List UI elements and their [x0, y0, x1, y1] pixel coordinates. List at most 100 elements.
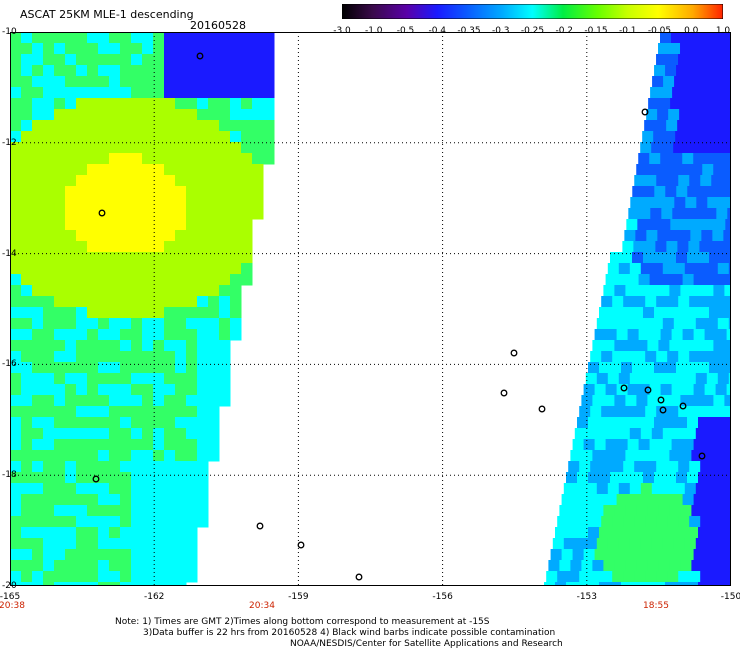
west-swath-cell [153, 340, 165, 352]
west-swath-cell [43, 175, 55, 187]
west-swath-cell [164, 197, 176, 209]
latitude-label: -18 [2, 470, 17, 481]
east-swath-cell [647, 395, 659, 407]
west-swath-cell [153, 252, 165, 264]
east-swath-cell [652, 76, 664, 88]
colorbar-tick-label: -0.05 [647, 26, 672, 36]
east-swath-cell [682, 439, 695, 451]
west-swath-cell [76, 274, 88, 286]
west-swath-cell [208, 307, 220, 319]
west-swath-cell [153, 516, 165, 528]
west-swath-cell [153, 318, 165, 330]
east-swath-cell [579, 406, 591, 418]
east-swath-cell [603, 505, 615, 517]
west-swath-cell [197, 285, 209, 297]
east-swath-cell [692, 219, 704, 231]
east-swath-cell [693, 384, 706, 396]
east-swath-cell [683, 87, 695, 99]
east-swath-cell [725, 219, 731, 231]
west-swath-cell [131, 450, 143, 462]
east-swath-cell [664, 131, 676, 143]
east-swath-cell [618, 428, 631, 440]
west-swath-cell [197, 109, 209, 121]
west-swath-cell [142, 142, 154, 154]
east-swath-cell [728, 428, 731, 440]
west-swath-cell [197, 241, 209, 253]
west-swath-cell [10, 285, 22, 297]
east-swath-cell [726, 439, 731, 451]
west-swath-cell [186, 461, 198, 473]
east-swath-cell [662, 428, 675, 440]
east-swath-cell [590, 461, 602, 473]
east-swath-cell [636, 560, 648, 572]
west-swath-cell [65, 505, 77, 517]
west-swath-cell [175, 43, 187, 55]
longitude-label: -159 [288, 592, 309, 602]
west-swath-cell [21, 450, 33, 462]
east-swath-cell [693, 274, 706, 286]
west-swath-cell [131, 439, 143, 451]
east-swath-cell [667, 175, 679, 187]
east-swath-cell [724, 505, 731, 517]
east-swath-cell [643, 362, 655, 374]
west-swath-cell [241, 142, 253, 154]
west-swath-cell [219, 131, 231, 143]
east-swath-cell [581, 505, 593, 517]
west-swath-cell [76, 197, 88, 209]
west-swath-cell [10, 362, 22, 374]
west-swath-cell [120, 450, 132, 462]
west-swath-cell [76, 252, 88, 264]
west-swath-cell [142, 351, 154, 363]
east-swath-cell [644, 241, 656, 253]
east-swath-cell [672, 208, 684, 220]
west-swath-cell [87, 175, 99, 187]
west-swath-cell [241, 131, 253, 143]
east-swath-cell [682, 494, 695, 506]
east-swath-cell [654, 65, 666, 77]
east-swath-cell [676, 362, 688, 374]
west-swath-cell [76, 538, 88, 550]
west-swath-cell [120, 252, 132, 264]
east-swath-cell [583, 549, 596, 561]
east-swath-cell [637, 219, 649, 231]
west-swath-cell [87, 582, 99, 586]
east-swath-cell [546, 571, 558, 583]
west-swath-cell [208, 32, 220, 44]
west-swath-cell [120, 461, 132, 473]
east-swath-cell [618, 373, 631, 385]
west-swath-cell [186, 98, 198, 110]
west-swath-cell [131, 32, 143, 44]
east-swath-cell [651, 428, 664, 440]
west-swath-cell [219, 54, 231, 66]
west-swath-cell [241, 219, 253, 231]
west-swath-cell [76, 109, 88, 121]
east-swath-cell [674, 76, 686, 88]
east-swath-cell [590, 351, 602, 363]
west-swath-cell [120, 120, 132, 132]
east-swath-cell [723, 109, 731, 121]
west-swath-cell [153, 263, 165, 275]
east-swath-cell [678, 54, 690, 66]
east-swath-cell [654, 252, 666, 264]
west-swath-cell [10, 252, 22, 264]
east-swath-cell [709, 252, 721, 264]
east-swath-cell [550, 549, 563, 561]
west-swath-cell [197, 439, 209, 451]
east-swath-cell [711, 406, 723, 418]
east-swath-cell [671, 494, 684, 506]
east-swath-cell [555, 582, 567, 586]
west-swath-cell [43, 340, 55, 352]
west-swath-cell [131, 340, 143, 352]
east-swath-cell [650, 208, 662, 220]
east-swath-cell [671, 32, 683, 44]
west-swath-cell [98, 417, 110, 429]
east-swath-cell [704, 329, 717, 341]
west-swath-cell [142, 472, 154, 484]
west-swath-cell [54, 208, 66, 220]
west-swath-cell [230, 142, 242, 154]
west-swath-cell [21, 560, 33, 572]
east-swath-cell [572, 439, 585, 451]
east-swath-cell [559, 560, 571, 572]
east-swath-cell [627, 549, 640, 561]
west-swath-cell [98, 505, 110, 517]
